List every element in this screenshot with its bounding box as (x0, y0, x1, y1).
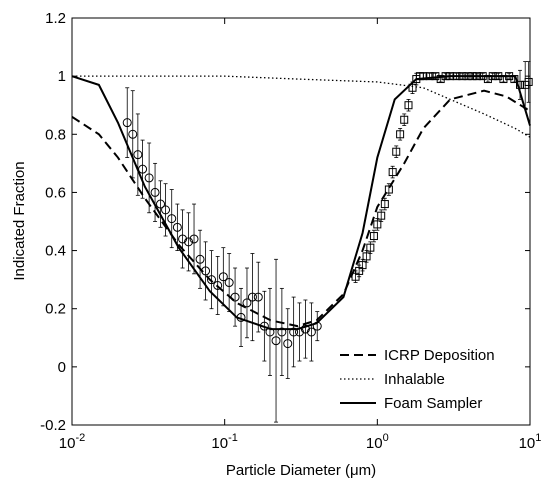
data-point (189, 234, 199, 244)
x-tick-exponent: 0 (383, 432, 389, 444)
data-point (138, 164, 148, 174)
y-tick-label: 0.6 (45, 184, 66, 201)
data-point (178, 234, 188, 244)
data-point (259, 321, 269, 331)
data-point (373, 220, 382, 229)
data-point (452, 72, 461, 81)
x-tick-label: 10-1 (211, 432, 237, 452)
data-point (425, 72, 434, 81)
x-tick-label: 100 (366, 432, 389, 452)
data-point (524, 77, 533, 86)
data-point (463, 72, 472, 81)
data-point (300, 324, 310, 334)
x-tick-base: 10 (366, 435, 383, 452)
data-point (408, 83, 417, 92)
data-point (172, 222, 182, 232)
y-axis-label: Indicated Fraction (11, 161, 28, 280)
x-tick-exponent: -2 (75, 432, 85, 444)
data-point (468, 72, 477, 81)
data-point (516, 80, 525, 89)
data-point (277, 327, 287, 337)
data-point (218, 272, 228, 282)
data-point (362, 252, 371, 261)
x-tick-exponent: 1 (535, 432, 541, 444)
data-point (499, 75, 508, 84)
legend-label: Foam Sampler (384, 395, 482, 412)
legend-label: Inhalable (384, 371, 445, 388)
y-tick-label: 0.2 (45, 301, 66, 318)
series-line (71, 89, 531, 328)
data-point (253, 292, 263, 302)
data-point (488, 72, 497, 81)
data-point (458, 72, 467, 81)
data-point (419, 72, 428, 81)
x-tick-label: 101 (519, 432, 541, 452)
data-point (312, 321, 322, 331)
x-tick-base: 10 (519, 435, 536, 452)
y-tick-label: 1 (58, 68, 66, 85)
data-point (184, 237, 194, 247)
y-tick-label: 0.8 (45, 126, 66, 143)
data-point (161, 205, 171, 215)
data-point (510, 75, 519, 84)
data-point (122, 118, 132, 128)
data-point (128, 129, 138, 139)
x-tick-base: 10 (211, 435, 228, 452)
data-point (358, 261, 367, 270)
data-point (377, 211, 386, 220)
data-point (242, 298, 252, 308)
data-point (167, 214, 177, 224)
data-point (404, 101, 413, 110)
data-point (236, 312, 246, 322)
data-point (473, 72, 482, 81)
series-line (71, 75, 531, 331)
data-point (400, 115, 409, 124)
y-tick-label: 0 (58, 359, 66, 376)
data-point (441, 72, 450, 81)
data-point (380, 200, 389, 209)
data-point (388, 168, 397, 177)
data-point (289, 327, 299, 337)
plot-frame (71, 17, 531, 426)
y-tick-label: 1.2 (45, 10, 66, 27)
data-point (156, 199, 166, 209)
data-point (294, 327, 304, 337)
data-point (230, 292, 240, 302)
data-point (392, 147, 401, 156)
data-point (271, 336, 281, 346)
data-point (247, 292, 257, 302)
data-point (150, 187, 160, 197)
data-point (446, 72, 455, 81)
data-point (283, 339, 293, 349)
data-point (144, 173, 154, 183)
data-point (195, 254, 205, 264)
data-point (369, 232, 378, 241)
data-point (213, 280, 223, 290)
data-point (366, 243, 375, 252)
data-point (201, 266, 211, 276)
series-line (72, 75, 531, 138)
data-point (306, 327, 316, 337)
x-tick-label: 10-2 (59, 432, 85, 452)
x-tick-exponent: -1 (228, 432, 238, 444)
data-point (133, 150, 143, 160)
data-point (265, 327, 275, 337)
data-point (224, 278, 234, 288)
y-tick-label: -0.2 (40, 417, 66, 434)
legend-label: ICRP Deposition (384, 347, 495, 364)
x-axis-label: Particle Diameter (μm) (226, 462, 376, 479)
data-point (207, 275, 217, 285)
x-tick-base: 10 (59, 435, 76, 452)
y-tick-label: 0.4 (45, 243, 66, 260)
data-point (396, 130, 405, 139)
data-point (384, 185, 393, 194)
